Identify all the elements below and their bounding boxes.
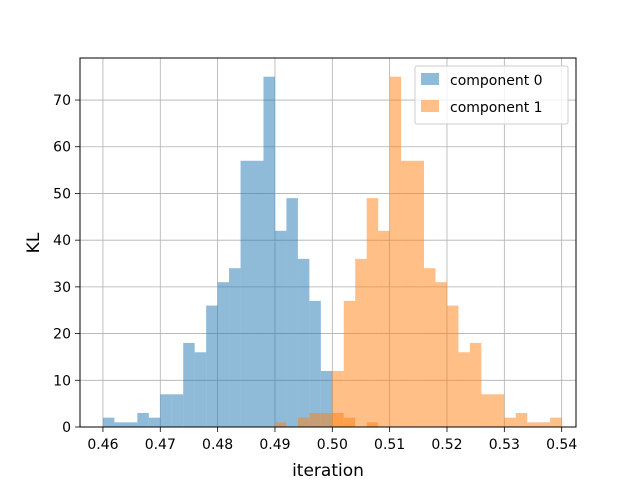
- x-tick-label: 0.48: [202, 437, 233, 453]
- histogram-bar: [125, 422, 138, 427]
- histogram-bar: [378, 230, 390, 427]
- histogram-bar: [492, 394, 505, 427]
- histogram-bar: [401, 160, 413, 427]
- x-tick-label: 0.51: [374, 437, 405, 453]
- y-axis-label: KL: [24, 232, 44, 253]
- histogram-bar: [550, 417, 562, 427]
- x-tick-label: 0.49: [259, 437, 290, 453]
- legend-swatch-component-1: [421, 100, 439, 112]
- histogram-bar: [366, 198, 379, 427]
- histogram-bar: [263, 76, 275, 428]
- histogram-bar: [171, 394, 184, 427]
- x-tick-label: 0.47: [145, 437, 176, 453]
- y-tick-label: 10: [53, 373, 71, 389]
- legend-box: [414, 65, 569, 125]
- histogram-bar: [469, 342, 482, 427]
- x-axis-ticks: 0.46 0.47 0.48 0.49 0.50 0.51 0.52 0.53 0.54: [87, 427, 577, 453]
- histogram-bar: [240, 160, 253, 427]
- histogram-bars: [102, 76, 562, 428]
- histogram-bar: [309, 412, 321, 427]
- histogram-bar: [102, 417, 115, 427]
- legend-label-component-1: component 1: [450, 100, 543, 116]
- histogram-bar: [446, 305, 459, 427]
- y-tick-label: 40: [53, 233, 71, 249]
- y-axis-ticks: 0 10 20 30 40 50 60 70: [53, 93, 80, 436]
- histogram-bar: [320, 370, 333, 427]
- x-tick-label: 0.54: [546, 437, 577, 453]
- x-axis-label: iteration: [292, 461, 364, 480]
- histogram-bar: [183, 342, 195, 427]
- histogram-bar: [297, 417, 310, 427]
- y-tick-label: 50: [53, 186, 71, 202]
- x-tick-label: 0.50: [317, 437, 348, 453]
- y-tick-label: 0: [62, 420, 71, 436]
- series-component-2: [332, 76, 562, 428]
- histogram-bar: [229, 268, 241, 427]
- histogram-bar: [435, 282, 447, 427]
- histogram-bar: [389, 76, 402, 428]
- histogram-bar: [515, 412, 528, 427]
- histogram-bar: [148, 417, 161, 427]
- y-tick-label: 60: [53, 140, 71, 156]
- histogram-bar: [320, 412, 333, 427]
- histogram-bar: [538, 422, 551, 427]
- x-tick-label: 0.53: [489, 437, 520, 453]
- histogram-bar: [194, 352, 207, 427]
- histogram-bar: [309, 300, 321, 427]
- x-tick-label: 0.52: [431, 437, 462, 453]
- histogram-bar: [424, 268, 436, 427]
- y-tick-label: 30: [53, 280, 71, 296]
- histogram-bar: [137, 412, 149, 427]
- histogram-bar: [412, 160, 425, 427]
- legend-label-component-0: component 0: [450, 73, 543, 89]
- histogram-bar: [458, 352, 470, 427]
- histogram-bar: [504, 417, 516, 427]
- histogram-bar: [217, 282, 230, 427]
- histogram-bar: [527, 422, 539, 427]
- y-tick-label: 70: [53, 93, 71, 109]
- series-component-0: [102, 76, 333, 428]
- histogram-bar: [206, 305, 218, 427]
- histogram-bar: [355, 258, 367, 427]
- legend: component 0 component 1: [414, 65, 569, 125]
- histogram-bar: [332, 370, 344, 427]
- histogram-bar: [297, 258, 310, 427]
- plot-frame: [79, 57, 577, 428]
- histogram-bar: [481, 394, 493, 427]
- x-tick-label: 0.46: [87, 437, 118, 453]
- histogram-bar: [343, 300, 356, 427]
- histogram-bar: [286, 198, 298, 427]
- histogram-bar: [114, 422, 126, 427]
- histogram-bar: [160, 394, 172, 427]
- y-tick-label: 20: [53, 327, 71, 343]
- legend-swatch-component-0: [421, 73, 439, 85]
- histogram-bar: [274, 230, 287, 427]
- histogram-bar: [274, 422, 287, 427]
- histogram-bar: [252, 160, 264, 427]
